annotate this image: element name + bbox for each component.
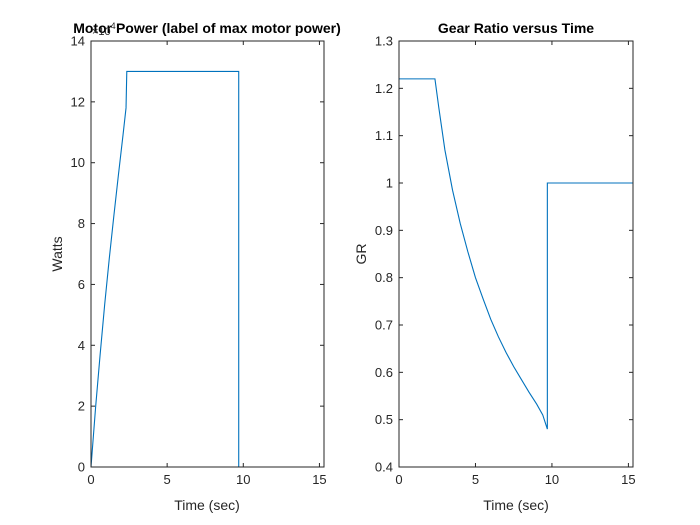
gear-ratio-y-tick-label: 0.4	[375, 460, 393, 475]
gear-ratio-ylabel: GR	[353, 244, 369, 265]
motor-power-y-tick-label: 0	[78, 460, 85, 475]
motor-power-y-tick-label: 6	[78, 277, 85, 292]
gear-ratio-axes-box	[398, 40, 634, 468]
motor-power-y-tick-label: 4	[78, 338, 85, 353]
motor-power-y-tick-label: 12	[71, 94, 85, 109]
motor-power-y-tick-label: 14	[71, 34, 85, 49]
motor-power-title: Motor Power (label of max motor power)	[73, 20, 341, 36]
gear-ratio-y-tick-label: 0.6	[375, 365, 393, 380]
gear-ratio-y-tick-label: 0.8	[375, 270, 393, 285]
gear-ratio-title: Gear Ratio versus Time	[438, 20, 594, 36]
gear-ratio-x-tick-label: 15	[621, 472, 635, 487]
motor-power-series	[90, 70, 324, 468]
motor-power-ylabel: Watts	[49, 236, 65, 271]
gear-ratio-y-tick-label: 0.9	[375, 223, 393, 238]
gear-ratio-x-tick-label: 10	[545, 472, 559, 487]
motor-power-y-exponent-base: ×10	[92, 26, 111, 38]
gear-ratio-y-tick-label: 1.2	[375, 81, 393, 96]
motor-power-y-exponent: ×104	[92, 21, 116, 38]
motor-power-x-tick-label: 5	[164, 472, 171, 487]
gear-ratio-y-tick-label: 0.7	[375, 318, 393, 333]
gear-ratio-y-tick-label: 1.3	[375, 34, 393, 49]
motor-power-x-tick-label: 15	[312, 472, 326, 487]
motor-power-xlabel: Time (sec)	[174, 497, 240, 513]
motor-power-series-line	[90, 70, 324, 468]
gear-ratio-y-tick-label: 1	[386, 176, 393, 191]
gear-ratio-y-tick-label: 1.1	[375, 128, 393, 143]
gear-ratio-ticks: 0 5 10 15 0.4 0.5 0.6 0.7 0.8 0.9 1 1.1 1.2 1.3	[375, 34, 636, 488]
gear-ratio-xlabel: Time (sec)	[483, 497, 549, 513]
gear-ratio-series-line	[399, 78, 633, 430]
motor-power-x-tick-label: 10	[236, 472, 250, 487]
motor-power-y-tick-label: 8	[78, 216, 85, 231]
motor-power-x-tick-label: 0	[87, 472, 94, 487]
gear-ratio-plot: Gear Ratio versus Time Time (sec) GR 0 5 1…	[353, 20, 636, 513]
motor-power-y-tick-label: 10	[71, 155, 85, 170]
gear-ratio-x-tick-label: 0	[395, 472, 402, 487]
motor-power-plot: Motor Power (label of max motor power) T…	[49, 20, 341, 513]
motor-power-ticks: 0 5 10 15 0 2 4 6 8 10 12 14	[71, 34, 327, 488]
gear-ratio-y-tick-label: 0.5	[375, 412, 393, 427]
gear-ratio-series	[399, 78, 633, 430]
motor-power-axes-box	[90, 40, 325, 468]
motor-power-y-exponent-power: 4	[111, 21, 116, 31]
motor-power-y-tick-label: 2	[78, 399, 85, 414]
gear-ratio-x-tick-label: 5	[472, 472, 479, 487]
